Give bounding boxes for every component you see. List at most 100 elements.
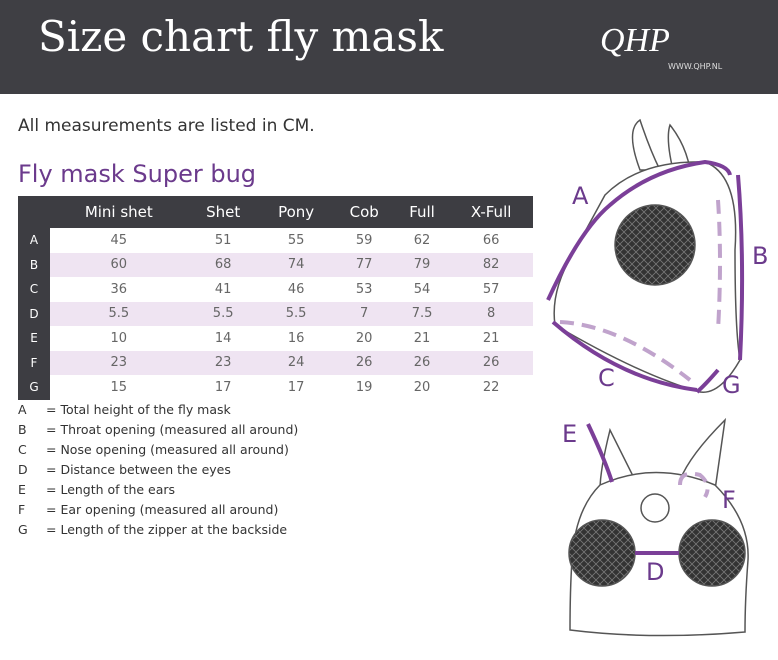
row-label: B <box>18 252 50 277</box>
cell: 5.5 <box>50 301 188 326</box>
legend-item: F = Ear opening (measured all around) <box>18 502 298 522</box>
cell: 82 <box>449 252 533 277</box>
legend-key: F <box>18 502 26 517</box>
cell: 41 <box>214 281 232 297</box>
column-header: Cob <box>333 196 395 228</box>
cell: 5.5 <box>258 301 334 326</box>
legend-item: D = Distance between the eyes <box>18 462 298 482</box>
table-row: F 23 23 24 26 26 26 <box>18 350 533 375</box>
cell: 21 <box>413 330 431 346</box>
table-row: G 15 17 17 19 20 22 <box>18 375 533 400</box>
cell: 46 <box>287 281 305 297</box>
cell: 54 <box>413 281 431 297</box>
column-header: Full <box>394 196 450 228</box>
cell: 66 <box>482 232 500 248</box>
cell: 17 <box>214 379 232 395</box>
diagram-label: E <box>562 420 577 448</box>
cell: 68 <box>187 252 259 277</box>
cell: 79 <box>394 252 450 277</box>
cell: 16 <box>287 330 305 346</box>
legend-item: E = Length of the ears <box>18 482 298 502</box>
table-title: Fly mask Super bug <box>18 160 257 188</box>
cell: 45 <box>110 232 128 248</box>
cell: 62 <box>413 232 431 248</box>
diagram-label: F <box>722 486 736 514</box>
cell: 24 <box>258 350 334 375</box>
legend-item: G = Length of the zipper at the backside <box>18 522 298 542</box>
corner <box>18 196 50 228</box>
url: WWW.QHP.NL <box>668 62 723 71</box>
cell: 20 <box>413 379 431 395</box>
cell: 23 <box>50 350 188 375</box>
intro: All measurements are listed in CM. <box>18 116 315 136</box>
table-row: E 10 14 16 20 21 21 <box>18 326 533 351</box>
cell: 53 <box>355 281 373 297</box>
legend-text: = Ear opening (measured all around) <box>46 502 279 517</box>
diagram-label: G <box>722 371 741 399</box>
legend-key: C <box>18 442 27 457</box>
table-row: D 5.5 5.5 5.5 7 7.5 8 <box>18 301 533 326</box>
cell: 22 <box>482 379 500 395</box>
legend-item: A = Total height of the fly mask <box>18 402 298 422</box>
logo: QHP <box>600 22 670 59</box>
legend-key: A <box>18 402 27 417</box>
legend-text: = Length of the zipper at the backside <box>46 522 288 537</box>
row-label: G <box>18 375 50 400</box>
legend-key: G <box>18 522 28 537</box>
diagram-label: D <box>646 558 664 586</box>
row-label: D <box>18 301 50 326</box>
diagram-label: A <box>572 182 589 210</box>
cell: 10 <box>110 330 128 346</box>
legend-text: = Total height of the fly mask <box>46 402 231 417</box>
legend-key: D <box>18 462 28 477</box>
row-label: C <box>18 277 50 302</box>
cell: 51 <box>214 232 232 248</box>
cell: 23 <box>187 350 259 375</box>
legend-text: = Throat opening (measured all around) <box>46 422 299 437</box>
cell: 36 <box>110 281 128 297</box>
row-label: A <box>18 228 50 253</box>
cell: 15 <box>110 379 128 395</box>
cell: 74 <box>258 252 334 277</box>
cell: 26 <box>333 350 395 375</box>
cell: 21 <box>482 330 500 346</box>
cell: 26 <box>449 350 533 375</box>
cell: 77 <box>333 252 395 277</box>
legend-key: B <box>18 422 27 437</box>
cell: 19 <box>355 379 373 395</box>
size-table: Mini shet Shet Pony Cob Full X-Full A 45 51 55 59 6… <box>18 196 533 400</box>
cell: 57 <box>482 281 500 297</box>
cell: 7 <box>333 301 395 326</box>
header: Size chart fly mask QHP WWW.QHP.NL <box>0 0 778 94</box>
cell: 55 <box>287 232 305 248</box>
title: Size chart fly mask <box>38 12 444 61</box>
cell: 20 <box>355 330 373 346</box>
cell: 26 <box>394 350 450 375</box>
cell: 5.5 <box>187 301 259 326</box>
legend-item: B = Throat opening (measured all around) <box>18 422 298 442</box>
diagram-label: C <box>598 364 615 392</box>
cell: 7.5 <box>394 301 450 326</box>
legend-key: E <box>18 482 26 497</box>
legend: A = Total height of the fly mask B = Throat… <box>18 402 298 542</box>
legend-item: C = Nose opening (measured all around) <box>18 442 298 462</box>
cell: 59 <box>355 232 373 248</box>
cell: 14 <box>214 330 232 346</box>
cell: 17 <box>287 379 305 395</box>
diagram-label: B <box>752 242 768 270</box>
cell: 8 <box>449 301 533 326</box>
row-label: F <box>18 350 50 375</box>
column-header: X-Full <box>449 196 533 228</box>
row-label: E <box>18 326 50 351</box>
table-row: C 36 41 46 53 54 57 <box>18 277 533 302</box>
table-row: A 45 51 55 59 62 66 <box>18 228 533 253</box>
cell: 60 <box>50 252 188 277</box>
header-row: Mini shet Shet Pony Cob Full X-Full <box>18 196 533 228</box>
column-header: Shet <box>187 196 259 228</box>
legend-text: = Distance between the eyes <box>46 462 231 477</box>
legend-text: = Length of the ears <box>46 482 176 497</box>
legend-text: = Nose opening (measured all around) <box>46 442 289 457</box>
table-row: B 60 68 74 77 79 82 <box>18 252 533 277</box>
